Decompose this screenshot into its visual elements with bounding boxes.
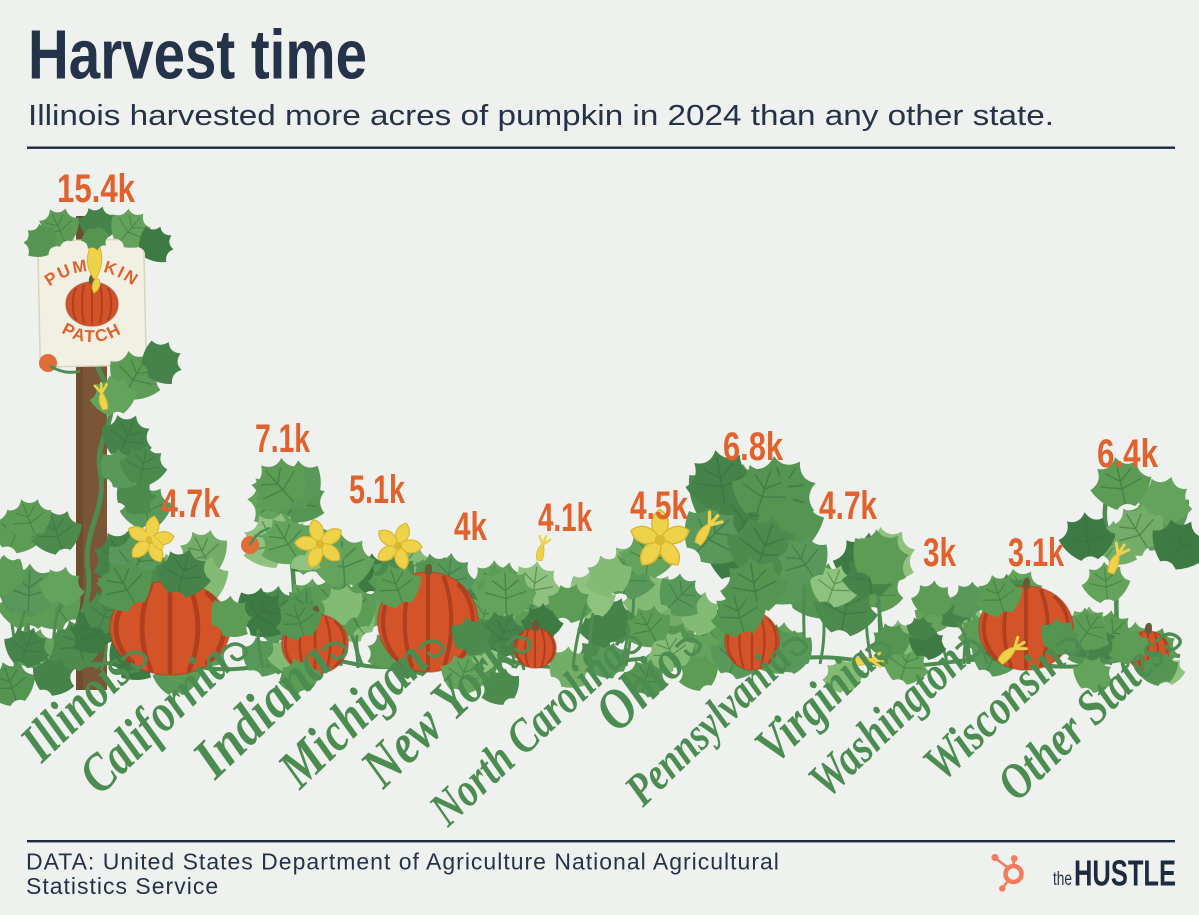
- svg-text:7.1k: 7.1k: [255, 417, 311, 461]
- svg-text:Harvest time: Harvest time: [28, 16, 367, 94]
- svg-text:6.4k: 6.4k: [1097, 432, 1159, 476]
- svg-text:4.5k: 4.5k: [630, 484, 689, 528]
- svg-text:6.8k: 6.8k: [723, 425, 784, 469]
- svg-text:15.4k: 15.4k: [57, 167, 136, 211]
- svg-text:Illinois harvested more acres: Illinois harvested more acres of pumpkin…: [28, 100, 1054, 132]
- svg-text:4k: 4k: [454, 505, 488, 549]
- svg-text:4.7k: 4.7k: [819, 484, 878, 528]
- svg-text:DATA: United States Department: DATA: United States Department of Agricu…: [26, 849, 780, 875]
- svg-text:5.1k: 5.1k: [349, 468, 406, 512]
- svg-text:the: the: [1053, 869, 1072, 890]
- svg-text:3.1k: 3.1k: [1008, 531, 1065, 575]
- svg-text:HUSTLE: HUSTLE: [1074, 853, 1176, 894]
- svg-text:Statistics Service: Statistics Service: [26, 873, 219, 899]
- svg-text:4.7k: 4.7k: [161, 482, 221, 526]
- svg-text:3k: 3k: [923, 531, 957, 575]
- svg-text:4.1k: 4.1k: [538, 496, 593, 540]
